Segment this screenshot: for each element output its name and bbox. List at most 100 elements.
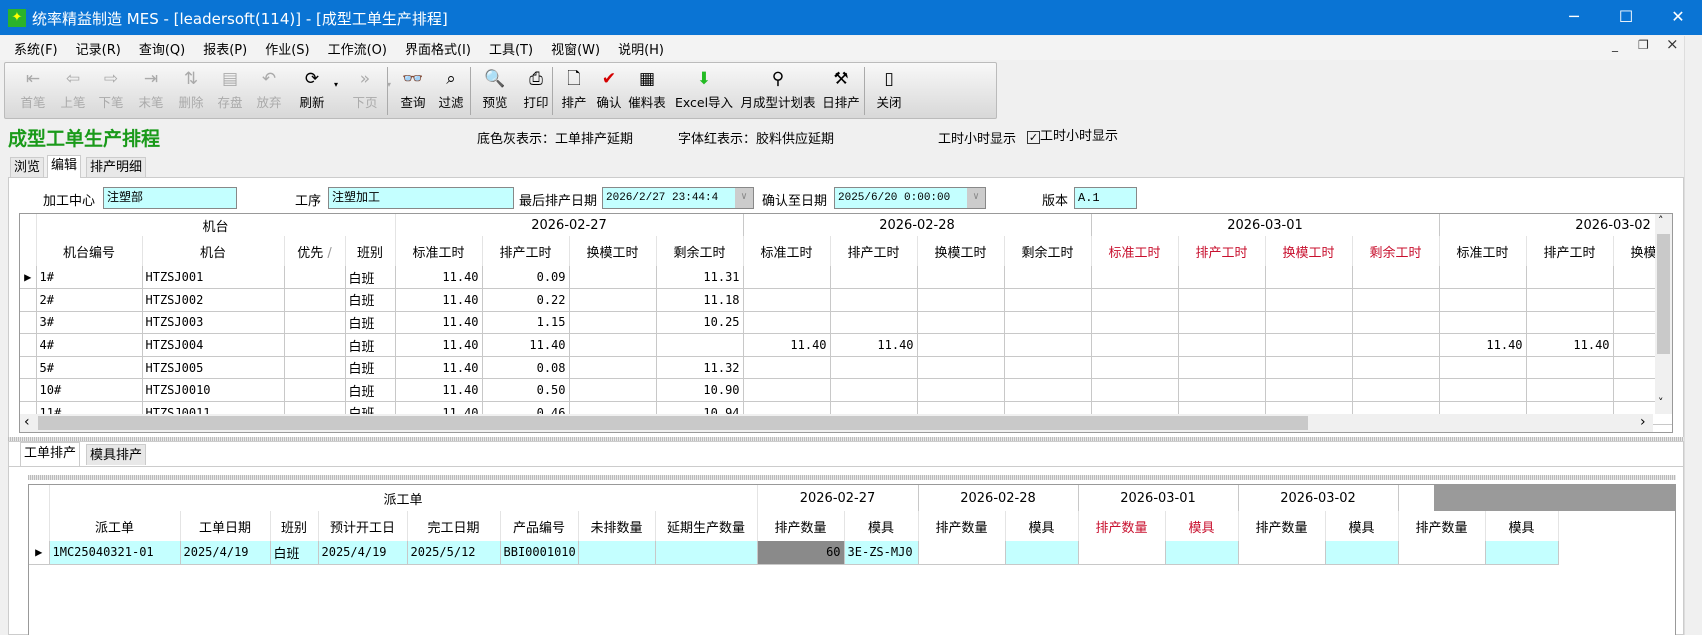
cell-hours[interactable] bbox=[1352, 288, 1440, 312]
cell-hours[interactable]: 11.40 bbox=[830, 333, 918, 357]
cell-hours[interactable] bbox=[1178, 378, 1266, 403]
cell-machine[interactable]: HTZSJ003 bbox=[142, 311, 285, 335]
cell-hours[interactable] bbox=[830, 311, 918, 335]
tab-edit[interactable]: 编辑 bbox=[47, 155, 82, 178]
column-header[interactable]: 工单日期 bbox=[180, 511, 271, 541]
column-header[interactable]: 班别 bbox=[345, 236, 396, 266]
cell-hours[interactable] bbox=[1178, 311, 1266, 335]
cell-hours[interactable] bbox=[1004, 378, 1092, 403]
cell-hours[interactable] bbox=[1439, 288, 1527, 312]
cell-hours[interactable] bbox=[743, 288, 831, 312]
maximize-button[interactable]: ☐ bbox=[1618, 7, 1634, 26]
cell-quantity[interactable] bbox=[918, 541, 1006, 565]
cell-priority[interactable] bbox=[284, 356, 346, 380]
cell-hours[interactable] bbox=[1352, 356, 1440, 380]
mdi-restore-button[interactable]: ❐ bbox=[1638, 38, 1649, 52]
scroll-up-icon[interactable]: ˄ bbox=[1658, 214, 1664, 227]
table-row[interactable]: 4# HTZSJ004 白班 11.40 11.40 11.40 11.40 11.40 11.… bbox=[20, 333, 1672, 357]
column-header[interactable]: 机台编号 bbox=[36, 236, 143, 266]
cell-hours[interactable] bbox=[830, 356, 918, 380]
last-schedule-date-picker[interactable]: 2026/2/27 23:44:4 ∨ bbox=[602, 187, 754, 209]
cell-hours[interactable] bbox=[1091, 378, 1179, 403]
cell-hours[interactable] bbox=[917, 288, 1005, 312]
cell-班别[interactable]: 白班 bbox=[270, 541, 319, 565]
toolbar-last-record-button[interactable]: ⇥ 末笔 bbox=[133, 66, 169, 116]
cell-hours[interactable] bbox=[569, 311, 657, 335]
row-indicator[interactable] bbox=[20, 378, 37, 403]
cell-hours[interactable] bbox=[1439, 356, 1527, 380]
version-input[interactable]: A.1 bbox=[1074, 187, 1137, 209]
chevron-down-icon[interactable]: ∨ bbox=[735, 188, 753, 208]
menu-item[interactable]: 界面格式(I) bbox=[404, 42, 471, 58]
cell-hours[interactable] bbox=[1178, 356, 1266, 380]
cell-mold[interactable] bbox=[1165, 541, 1239, 565]
cell-code[interactable]: 5# bbox=[36, 356, 143, 380]
cell-hours[interactable] bbox=[1091, 288, 1179, 312]
cell-shift[interactable]: 白班 bbox=[345, 333, 396, 357]
cell-hours[interactable] bbox=[569, 266, 657, 290]
cell-machine[interactable]: HTZSJ002 bbox=[142, 288, 285, 312]
toolbar-next-record-button[interactable]: ⇨ 下笔 bbox=[93, 66, 129, 116]
menu-item[interactable]: 记录(R) bbox=[75, 42, 121, 58]
cell-shift[interactable]: 白班 bbox=[345, 288, 396, 312]
column-header[interactable]: 标准工时 bbox=[1091, 236, 1179, 266]
cell-hours[interactable] bbox=[743, 356, 831, 380]
cell-hours[interactable]: 0.08 bbox=[482, 356, 570, 380]
toolbar-exit-door-button[interactable]: ▯ 关闭 bbox=[869, 66, 909, 116]
cell-machine[interactable]: HTZSJ001 bbox=[142, 266, 285, 290]
cell-hours[interactable]: 11.40 bbox=[395, 356, 483, 380]
toolbar-filter-button[interactable]: ⌕ 过滤 bbox=[433, 66, 469, 116]
cell-预计开工日[interactable]: 2025/4/19 bbox=[318, 541, 408, 565]
cell-hours[interactable] bbox=[1526, 311, 1614, 335]
horizontal-scroll-thumb[interactable] bbox=[38, 416, 1308, 430]
cell-quantity[interactable] bbox=[1398, 541, 1486, 565]
column-header[interactable]: 班别 bbox=[270, 511, 319, 541]
cell-hours[interactable]: 11.32 bbox=[656, 356, 744, 380]
current-row-indicator-icon[interactable]: ▶ bbox=[20, 266, 37, 290]
table-row[interactable]: ▶ 1# HTZSJ001 白班 11.40 0.09 11.31 bbox=[20, 266, 1672, 290]
column-header[interactable]: 模具 bbox=[844, 511, 919, 541]
cell-产品编号[interactable]: BBI0001010 bbox=[500, 541, 579, 565]
cell-hours[interactable] bbox=[656, 333, 744, 357]
chevron-down-icon[interactable]: ∨ bbox=[967, 188, 985, 208]
cell-priority[interactable] bbox=[284, 333, 346, 357]
dropdown-arrow-icon[interactable]: ▾ bbox=[386, 80, 391, 89]
cell-hours[interactable] bbox=[569, 333, 657, 357]
tab-mold-schedule[interactable]: 模具排产 bbox=[86, 444, 147, 465]
cell-hours[interactable] bbox=[1004, 266, 1092, 290]
cell-hours[interactable] bbox=[1178, 288, 1266, 312]
cell-hours[interactable]: 0.50 bbox=[482, 378, 570, 403]
hours-display-checkbox[interactable]: ✓ 工时小时显示 bbox=[1027, 129, 1119, 144]
cell-hours[interactable] bbox=[1265, 356, 1353, 380]
column-header[interactable]: 优先 / bbox=[284, 236, 346, 266]
cell-hours[interactable] bbox=[1265, 378, 1353, 403]
cell-code[interactable]: 2# bbox=[36, 288, 143, 312]
cell-hours[interactable] bbox=[917, 311, 1005, 335]
column-header[interactable]: 派工单 bbox=[49, 511, 181, 541]
column-header[interactable]: 剩余工时 bbox=[1352, 236, 1440, 266]
work-center-input[interactable]: 注塑部 bbox=[103, 187, 237, 209]
cell-hours[interactable] bbox=[1004, 356, 1092, 380]
current-row-indicator-icon[interactable]: ▶ bbox=[29, 541, 50, 565]
toolbar-refresh-button[interactable]: ⟳ 刷新 ▾ bbox=[290, 66, 338, 116]
cell-priority[interactable] bbox=[284, 288, 346, 312]
column-header[interactable]: 产品编号 bbox=[500, 511, 579, 541]
minimize-button[interactable]: ─ bbox=[1569, 7, 1579, 26]
cell-code[interactable]: 1# bbox=[36, 266, 143, 290]
cell-mold[interactable] bbox=[1325, 541, 1399, 565]
cell-hours[interactable] bbox=[1265, 311, 1353, 335]
tab-schedule-detail[interactable]: 排产明细 bbox=[86, 157, 147, 177]
column-header[interactable]: 模具 bbox=[1165, 511, 1239, 541]
cell-quantity[interactable] bbox=[1078, 541, 1166, 565]
cell-hours[interactable] bbox=[917, 266, 1005, 290]
cell-hours[interactable]: 11.40 bbox=[395, 311, 483, 335]
toolbar-first-record-button[interactable]: ⇤ 首笔 bbox=[15, 66, 51, 116]
dropdown-arrow-icon[interactable]: ▾ bbox=[333, 80, 338, 89]
column-header[interactable]: 剩余工时 bbox=[656, 236, 744, 266]
column-header[interactable]: 延期生产数量 bbox=[655, 511, 758, 541]
window-vertical-scrollbar[interactable] bbox=[1684, 36, 1702, 635]
cell-hours[interactable]: 11.40 bbox=[395, 266, 483, 290]
cell-mold[interactable] bbox=[1485, 541, 1559, 565]
cell-hours[interactable]: 11.40 bbox=[482, 333, 570, 357]
cell-hours[interactable] bbox=[1091, 311, 1179, 335]
